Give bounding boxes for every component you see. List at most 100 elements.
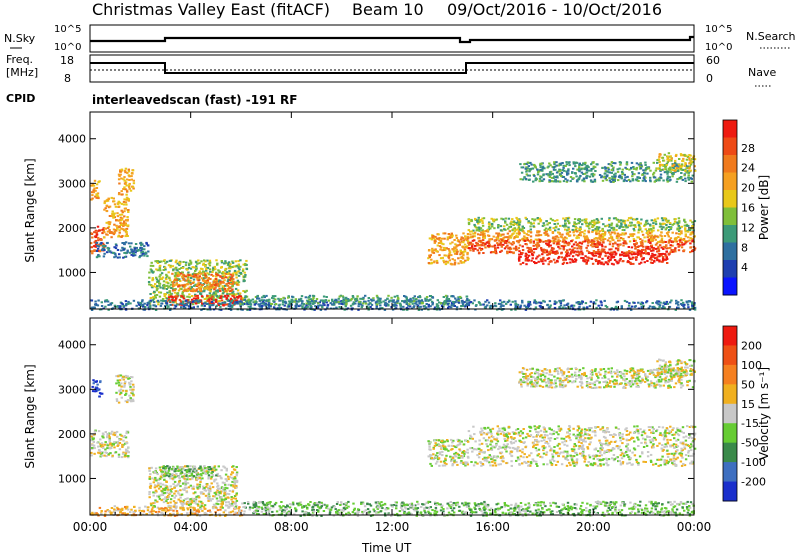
power-cell: [370, 298, 373, 301]
power-cell: [602, 176, 606, 179]
power-cell: [358, 300, 361, 303]
power-cell: [541, 169, 544, 172]
power-cell: [538, 239, 542, 242]
power-cell: [643, 223, 647, 226]
power-cell: [601, 245, 604, 248]
power-cell: [160, 272, 164, 275]
power-cell: [556, 219, 559, 222]
power-cell: [602, 263, 605, 266]
power-cell: [172, 301, 175, 304]
power-cell: [494, 304, 497, 307]
power-cell: [468, 247, 471, 250]
power-cell: [629, 224, 632, 227]
power-cell: [518, 223, 521, 226]
power-cell: [239, 298, 243, 301]
power-cell: [164, 268, 167, 271]
power-cell: [657, 248, 660, 251]
power-cell: [563, 257, 566, 260]
power-cell: [118, 219, 121, 222]
power-cell: [221, 301, 224, 304]
power-cell: [628, 256, 631, 259]
power-cell: [274, 295, 277, 298]
power-cell: [648, 234, 651, 237]
power-cell: [575, 253, 578, 256]
power-cell: [619, 163, 622, 166]
power-cell: [473, 235, 476, 238]
power-cell: [248, 302, 251, 305]
power-cell: [581, 179, 584, 182]
power-cell: [97, 197, 100, 200]
power-cell: [613, 259, 617, 261]
power-cell: [530, 163, 533, 166]
power-cell: [666, 161, 669, 164]
power-cell: [536, 255, 539, 258]
power-cell: [567, 232, 570, 234]
power-cell: [203, 302, 207, 305]
power-cell: [592, 161, 595, 164]
power-cell: [671, 166, 674, 169]
power-cell: [570, 240, 573, 243]
power-cell: [466, 251, 469, 254]
power-cell: [487, 240, 490, 243]
power-cell: [640, 255, 643, 258]
power-cell: [370, 303, 374, 306]
power-cell: [221, 271, 225, 273]
power-cell: [258, 303, 261, 306]
power-cell: [690, 301, 694, 304]
power-cell: [627, 254, 630, 257]
power-cell: [220, 299, 224, 302]
power-cell: [585, 224, 588, 227]
power-cell: [435, 305, 439, 308]
power-cell: [527, 165, 530, 168]
power-cell: [585, 175, 588, 178]
power-cell: [174, 278, 177, 281]
power-cell: [525, 169, 529, 172]
power-cell: [124, 219, 128, 222]
power-cell: [464, 246, 467, 248]
power-cell: [257, 303, 260, 306]
power-cell: [326, 304, 329, 307]
power-region: [467, 239, 697, 255]
power-cell: [494, 219, 497, 221]
power-cell: [235, 302, 238, 305]
power-cell: [183, 283, 186, 286]
power-cell: [519, 263, 522, 266]
power-cell: [625, 161, 629, 164]
power-cell: [239, 292, 242, 295]
power-cell: [643, 172, 647, 175]
power-cell: [125, 196, 129, 199]
power-cell: [577, 254, 580, 257]
power-cell: [148, 306, 151, 309]
power-cell: [153, 304, 156, 307]
power-cell: [445, 298, 448, 301]
power-cell: [443, 246, 446, 249]
power-cell: [562, 169, 566, 172]
power-cell: [219, 305, 222, 308]
power-cell: [630, 166, 633, 169]
power-cell: [602, 238, 605, 241]
power-cell: [586, 249, 589, 252]
power-cell: [232, 278, 235, 281]
power-cell: [176, 272, 179, 275]
power-cell: [167, 271, 170, 274]
power-cell: [432, 251, 436, 254]
power-cell: [127, 198, 130, 201]
power-cell: [208, 264, 212, 267]
power-cell: [652, 224, 655, 227]
power-cell: [202, 282, 206, 285]
power-cell: [466, 299, 469, 302]
power-cell: [308, 298, 311, 301]
power-cell: [150, 261, 153, 264]
power-cell: [547, 243, 550, 246]
power-cell: [619, 237, 623, 239]
power-cell: [420, 308, 423, 311]
power-cell: [474, 247, 477, 250]
power-cell: [677, 236, 680, 239]
power-cell: [97, 236, 100, 239]
power-cell: [630, 253, 633, 256]
power-cell: [608, 231, 611, 234]
power-cell: [639, 167, 643, 170]
power-cell: [524, 216, 527, 219]
power-cell: [122, 304, 125, 307]
power-cell: [466, 253, 469, 256]
